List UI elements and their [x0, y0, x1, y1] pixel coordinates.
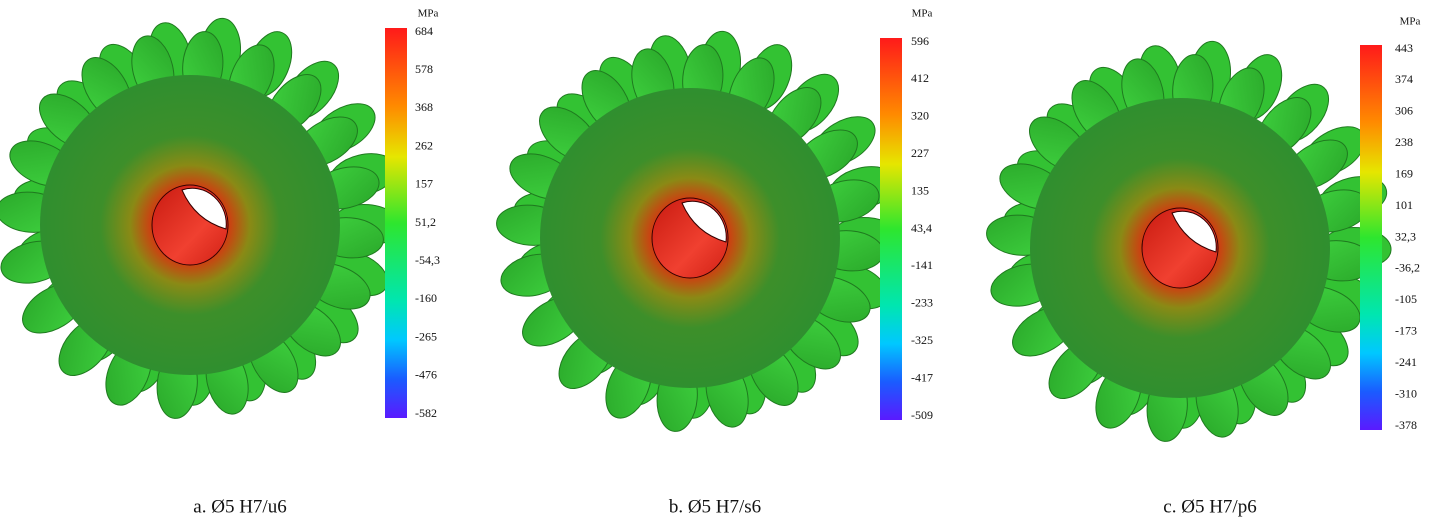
scale-label: -310 [1395, 386, 1417, 400]
color-bar [1360, 45, 1382, 430]
scale-label: 306 [1395, 104, 1413, 118]
scale-label: 51,2 [415, 215, 436, 229]
caption: b. Ø5 H7/s6 [669, 496, 761, 517]
scale-label: 169 [1395, 166, 1413, 180]
scale-label: 101 [1395, 198, 1413, 212]
scale-label: 238 [1395, 135, 1413, 149]
scale-label: 135 [911, 183, 929, 197]
gear [495, 30, 903, 433]
scale-label: 43,4 [911, 221, 932, 235]
scale-label: 684 [415, 24, 433, 38]
scale-label: -509 [911, 408, 933, 422]
unit-label: MPa [418, 8, 439, 20]
scale-label: -582 [415, 406, 437, 420]
scale-label: -160 [415, 291, 437, 305]
scale-label: 578 [415, 62, 433, 76]
scale-label: -265 [415, 329, 437, 343]
scale-label: 227 [911, 146, 929, 160]
scale-label: 262 [415, 138, 433, 152]
scale-label: -36,2 [1395, 261, 1420, 275]
scale-label: -54,3 [415, 253, 440, 267]
scale-label: 596 [911, 34, 929, 48]
scale-label: -173 [1395, 324, 1417, 338]
scale-label: 157 [415, 177, 433, 191]
scale-label: -241 [1395, 355, 1417, 369]
scale-label: -476 [415, 368, 437, 382]
scale-label: 412 [911, 71, 929, 85]
figure: MPa 684 578 368 262 157 51,2 -54,3 -160 -265 -476 -… [0, 0, 1434, 524]
scale-label: 320 [911, 109, 929, 123]
caption: a. Ø5 H7/u6 [193, 496, 286, 517]
scale-label: 443 [1395, 41, 1413, 55]
unit-label: MPa [1400, 16, 1421, 28]
scale-label: -141 [911, 258, 933, 272]
scale-label: -378 [1395, 418, 1417, 432]
scale-label: -105 [1395, 292, 1417, 306]
unit-label: MPa [912, 8, 933, 20]
scale-label: 32,3 [1395, 229, 1416, 243]
color-bar [880, 38, 902, 420]
gear [985, 40, 1393, 443]
scale-label: -417 [911, 370, 933, 384]
caption: c. Ø5 H7/p6 [1163, 496, 1256, 517]
scale-label: -325 [911, 333, 933, 347]
scale-label: -233 [911, 296, 933, 310]
gear [0, 17, 403, 420]
color-bar [385, 28, 407, 418]
scale-label: 368 [415, 100, 433, 114]
scale-label: 374 [1395, 72, 1413, 86]
